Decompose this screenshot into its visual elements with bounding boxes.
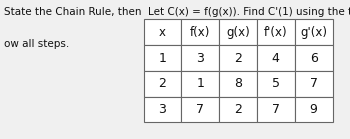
Text: g(x): g(x) <box>226 26 250 39</box>
Bar <box>181 45 219 71</box>
Text: 9: 9 <box>310 103 317 116</box>
Text: 7: 7 <box>310 77 317 90</box>
Bar <box>257 45 295 71</box>
Bar <box>219 97 257 122</box>
Bar <box>181 71 219 97</box>
Text: 7: 7 <box>196 103 204 116</box>
Text: 6: 6 <box>310 52 317 64</box>
Text: 5: 5 <box>272 77 280 90</box>
Text: g'(x): g'(x) <box>300 26 327 39</box>
Bar <box>144 71 181 97</box>
Bar <box>295 19 332 45</box>
Text: ow all steps.: ow all steps. <box>4 39 69 49</box>
Text: 3: 3 <box>196 52 204 64</box>
Bar <box>295 97 332 122</box>
Bar <box>219 71 257 97</box>
Text: 4: 4 <box>272 52 280 64</box>
Bar <box>295 45 332 71</box>
Bar <box>295 71 332 97</box>
Text: 1: 1 <box>196 77 204 90</box>
Text: 8: 8 <box>234 77 242 90</box>
Text: 1: 1 <box>159 52 166 64</box>
Text: f(x): f(x) <box>190 26 210 39</box>
Bar <box>144 97 181 122</box>
Text: 2: 2 <box>159 77 166 90</box>
Bar <box>181 19 219 45</box>
Bar <box>144 19 181 45</box>
Text: State the Chain Rule, then  Let C(x) = f(g(x)). Find C'(1) using the table: State the Chain Rule, then Let C(x) = f(… <box>4 7 350 17</box>
Bar <box>219 45 257 71</box>
Text: 3: 3 <box>159 103 166 116</box>
Bar <box>257 19 295 45</box>
Text: 2: 2 <box>234 103 242 116</box>
Bar <box>257 97 295 122</box>
Text: x: x <box>159 26 166 39</box>
Bar <box>257 71 295 97</box>
Bar <box>219 19 257 45</box>
Bar <box>181 97 219 122</box>
Text: f'(x): f'(x) <box>264 26 288 39</box>
Text: 7: 7 <box>272 103 280 116</box>
Text: 2: 2 <box>234 52 242 64</box>
Bar <box>144 45 181 71</box>
